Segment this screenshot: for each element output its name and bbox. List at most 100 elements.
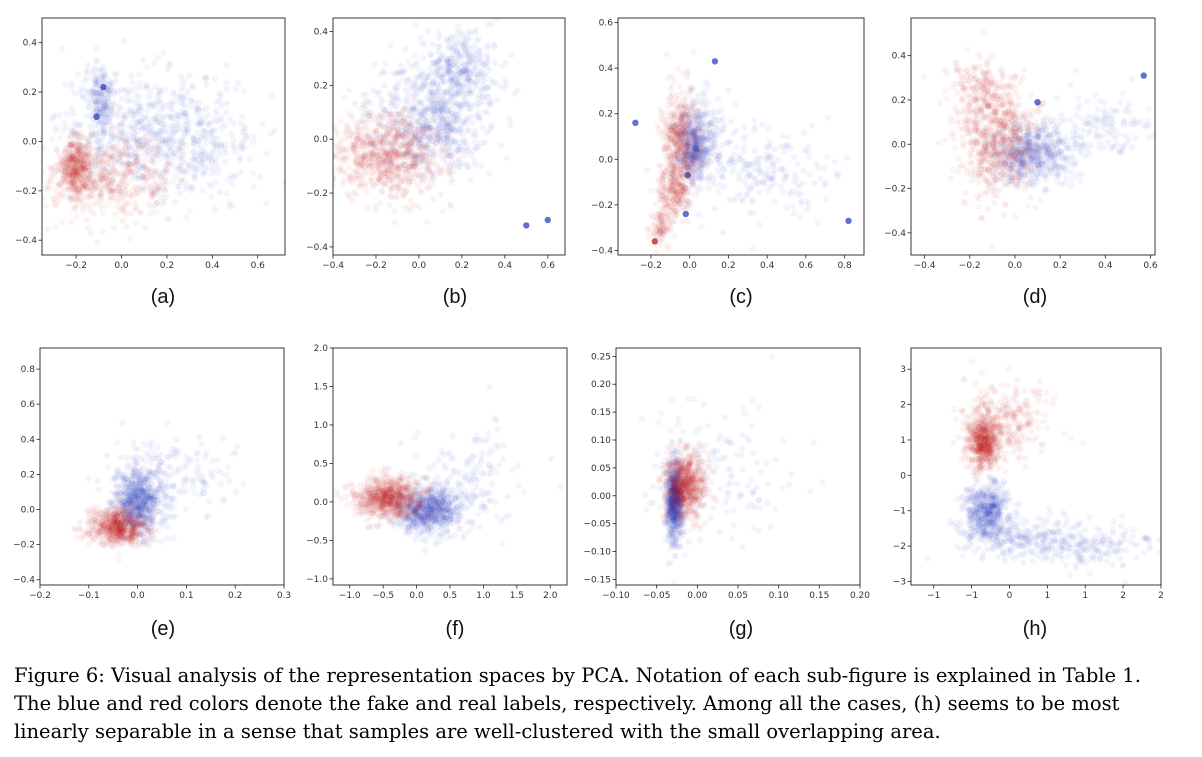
real-point (95, 185, 103, 193)
fake-point (472, 112, 480, 119)
real-point (142, 134, 149, 141)
real-point (375, 174, 382, 182)
real-point (154, 185, 161, 193)
fake-point (456, 89, 463, 96)
real-point (61, 167, 68, 174)
fake-point (178, 155, 185, 162)
real-point (103, 203, 110, 210)
real-point (73, 213, 81, 220)
fake-point (719, 229, 727, 236)
fake-point (144, 115, 151, 122)
fake-point (439, 105, 447, 113)
fake-point (100, 126, 107, 133)
real-point (418, 155, 426, 162)
fake-point (447, 143, 454, 151)
fake-point (488, 99, 496, 106)
real-point (387, 193, 394, 200)
real-point (99, 149, 107, 156)
real-point (388, 141, 395, 148)
real-point (77, 164, 84, 172)
fake-point (432, 117, 440, 124)
fake-point (514, 86, 521, 94)
real-point (339, 147, 346, 154)
real-point (395, 147, 402, 154)
fake-point (106, 118, 113, 125)
fake-point (177, 139, 185, 147)
real-point (367, 135, 374, 143)
real-point (75, 150, 82, 158)
fake-point (100, 103, 108, 111)
fake-point (420, 134, 428, 141)
fake-point (195, 137, 202, 144)
fake-point (216, 90, 223, 97)
panel-a: −0.2 0.0 0.2 0.4 0.6−0.4−0.20.00.20.4(a) (15, 17, 286, 308)
fake-point (424, 125, 432, 132)
fake-point (498, 63, 505, 70)
fake-point (92, 58, 99, 65)
fake-point (745, 171, 753, 178)
fake-point (71, 89, 78, 97)
real-point (68, 167, 76, 174)
real-point (131, 183, 139, 191)
fake-point (104, 130, 112, 137)
real-point (373, 127, 380, 134)
fake-point (417, 73, 424, 81)
real-point (25, 204, 31, 210)
fake-point (695, 211, 703, 218)
fake-point (444, 165, 451, 172)
fake-point (413, 118, 421, 125)
real-point (667, 179, 674, 186)
fake-point (423, 119, 430, 126)
real-point (77, 159, 84, 167)
fake-point (182, 128, 189, 135)
fake-point (735, 171, 742, 178)
real-point (79, 151, 86, 158)
fake-point (459, 41, 466, 48)
fake-point (176, 145, 183, 152)
real-point (67, 155, 74, 162)
real-point (72, 166, 79, 173)
real-point (447, 203, 455, 210)
real-point (73, 151, 80, 158)
fake-point (416, 136, 423, 143)
fake-point (190, 140, 197, 147)
fake-point (177, 190, 184, 197)
fake-point (158, 106, 165, 113)
fake-point (418, 71, 425, 78)
fake-point (192, 164, 199, 172)
real-point (98, 175, 106, 183)
fake-point (402, 45, 409, 53)
real-point (368, 150, 376, 157)
fake-point (155, 110, 162, 118)
fake-point (393, 144, 400, 151)
real-point (419, 128, 426, 136)
fake-point (111, 70, 119, 77)
fake-point (100, 108, 107, 115)
real-point (447, 164, 454, 171)
real-point (399, 151, 406, 158)
real-point (353, 161, 360, 168)
fake-point (453, 115, 461, 123)
fake-point (484, 57, 492, 64)
real-point (148, 190, 155, 198)
fake-point (471, 144, 478, 151)
fake-point (121, 130, 128, 137)
fake-point (156, 148, 163, 156)
fake-point (455, 83, 462, 91)
real-point (344, 128, 351, 135)
fake-point (132, 150, 139, 157)
real-point (67, 197, 74, 204)
real-point (402, 191, 409, 198)
real-point (70, 174, 77, 181)
real-point (61, 144, 69, 152)
fake-point (423, 117, 430, 125)
real-point (81, 166, 88, 174)
fake-point (132, 153, 140, 161)
real-point (75, 166, 83, 174)
fake-point (432, 112, 439, 119)
fake-point (462, 46, 469, 54)
real-point (42, 144, 48, 151)
fake-point (430, 115, 437, 123)
real-point (109, 187, 116, 195)
real-point (61, 164, 68, 171)
